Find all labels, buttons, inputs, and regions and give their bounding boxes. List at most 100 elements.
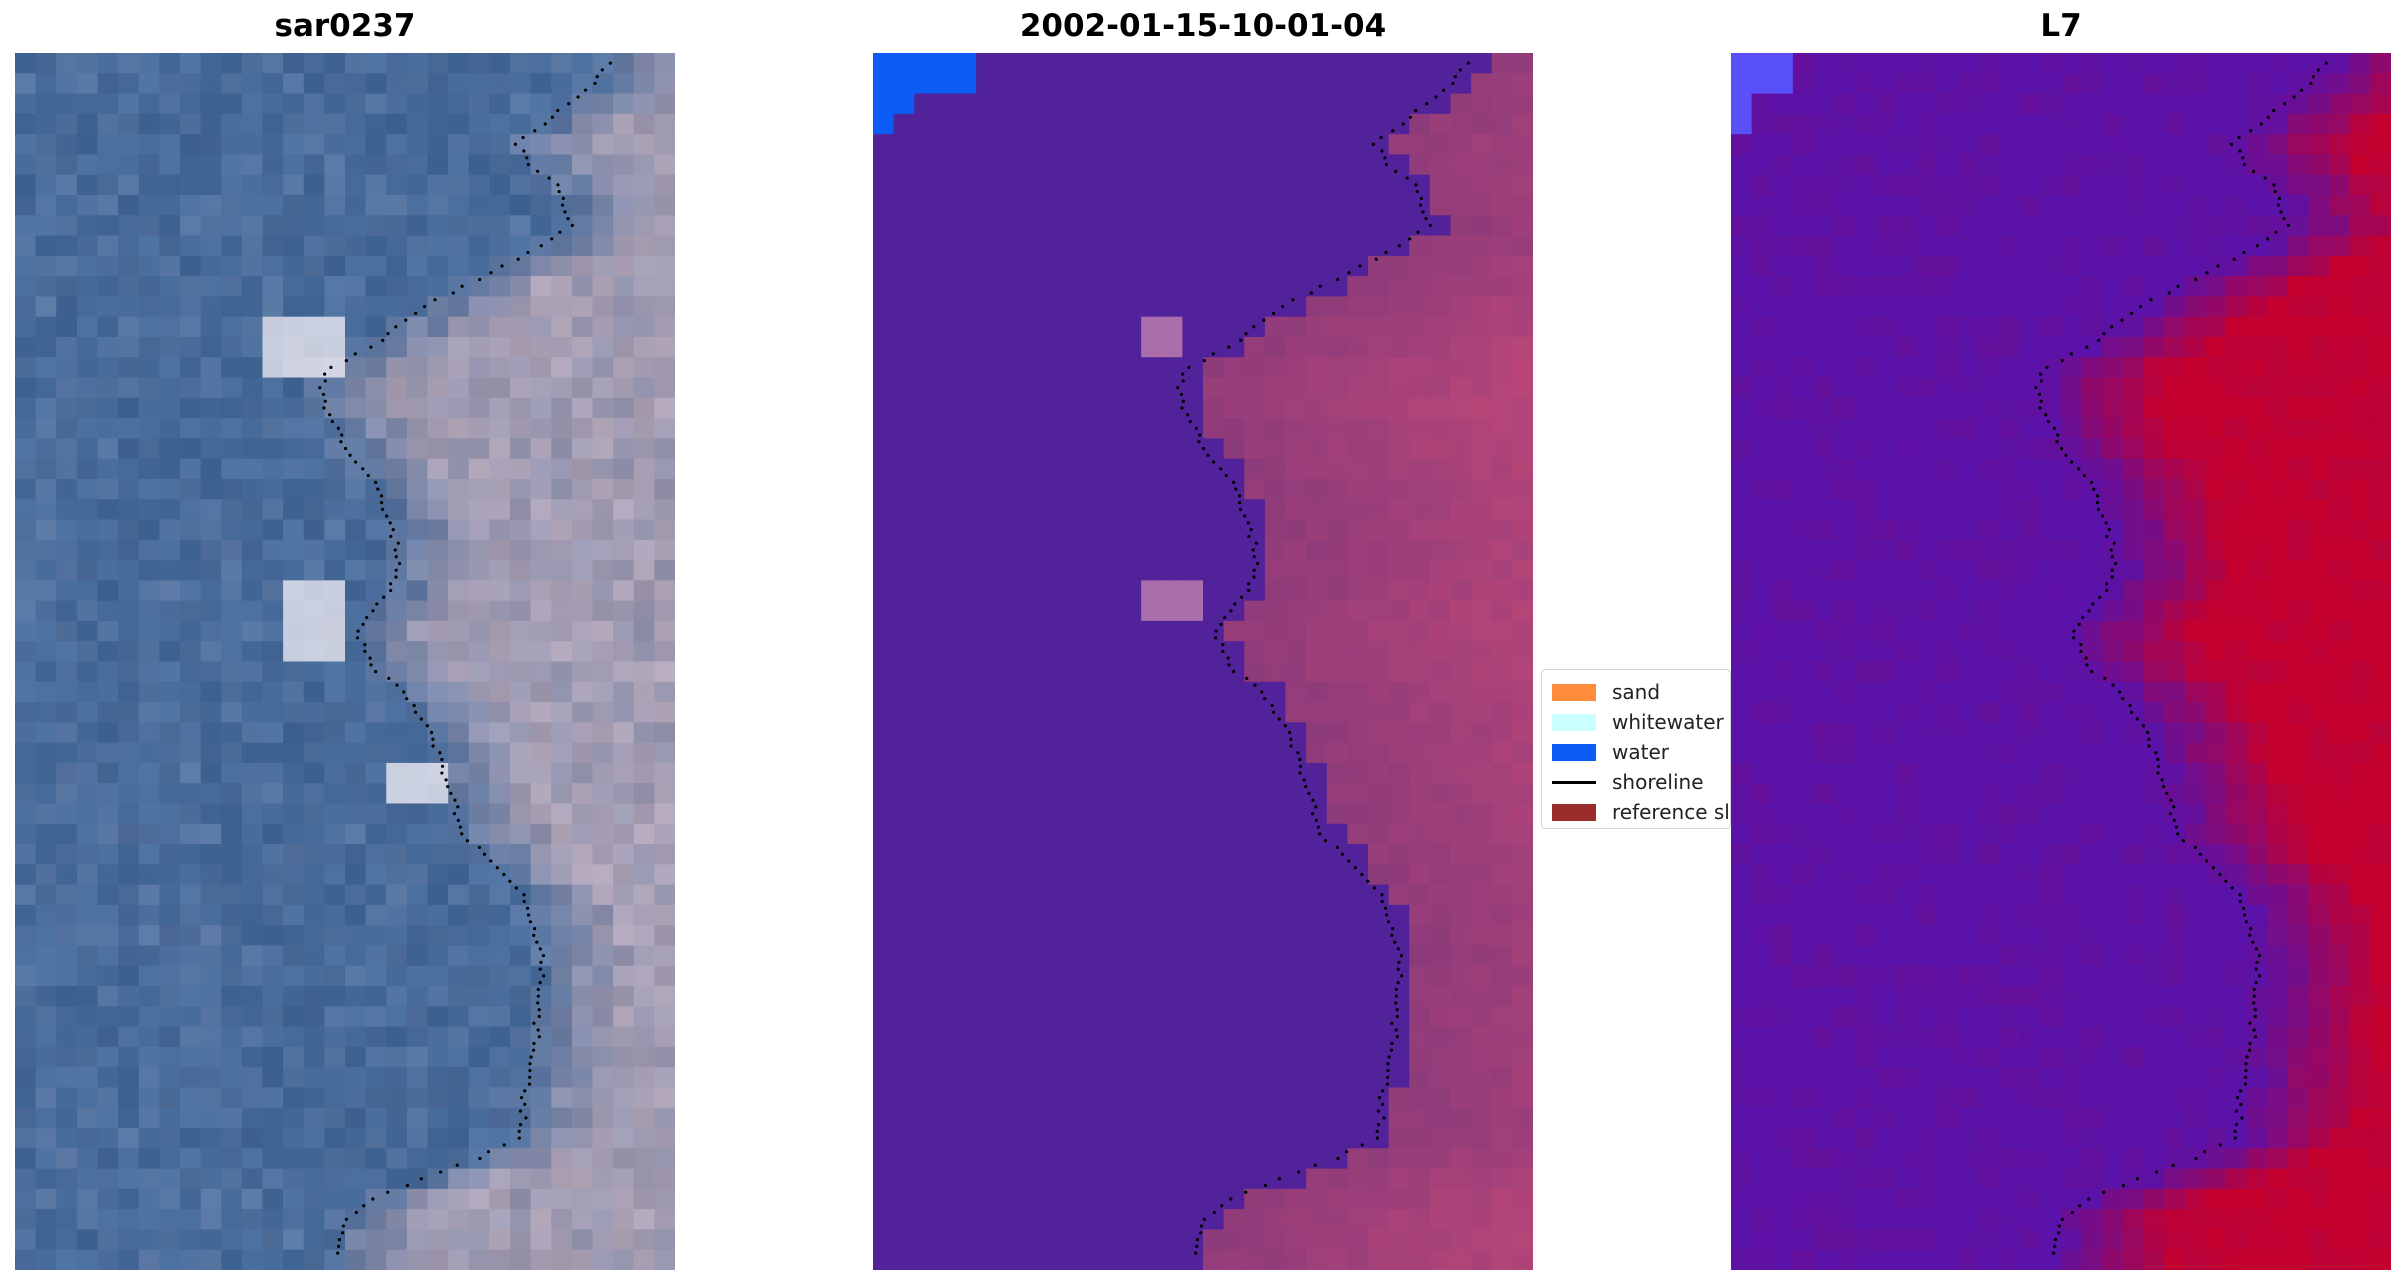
rgb-pixel	[241, 762, 264, 784]
rgb-pixel	[345, 925, 367, 947]
index-pixel	[2370, 53, 2391, 74]
rgb-pixel	[633, 478, 655, 500]
class-pixel	[873, 580, 895, 602]
rgb-pixel	[633, 418, 655, 439]
class-pixel	[976, 438, 998, 460]
class-pixel	[1491, 53, 1513, 74]
class-pixel	[1429, 1107, 1452, 1129]
rgb-pixel	[56, 702, 78, 723]
index-pixel	[1834, 113, 1856, 135]
class-pixel	[1450, 844, 1472, 865]
rgb-pixel	[654, 986, 675, 1007]
rgb-pixel	[283, 641, 305, 663]
class-pixel	[893, 925, 915, 947]
class-pixel	[1264, 458, 1287, 480]
class-pixel	[1182, 1067, 1204, 1089]
class-pixel	[1058, 1249, 1080, 1270]
rgb-pixel	[427, 1026, 449, 1048]
rgb-pixel	[489, 641, 511, 663]
rgb-pixel	[551, 904, 573, 926]
shoreline-point	[1287, 730, 1292, 735]
class-pixel	[1368, 1067, 1390, 1089]
rgb-pixel	[571, 1067, 594, 1089]
rgb-pixel	[571, 600, 594, 622]
rgb-pixel	[221, 904, 243, 926]
class-pixel	[1264, 1046, 1287, 1068]
shoreline-point	[1318, 832, 1322, 836]
index-pixel	[2019, 418, 2041, 439]
rgb-pixel	[551, 864, 573, 886]
rgb-pixel	[56, 377, 78, 399]
rgb-pixel	[241, 945, 264, 967]
index-pixel	[2143, 73, 2165, 95]
rgb-pixel	[200, 73, 222, 95]
rgb-pixel	[592, 661, 614, 683]
rgb-pixel	[138, 620, 160, 642]
rgb-pixel	[221, 418, 243, 439]
class-pixel	[1182, 397, 1204, 419]
rgb-pixel	[180, 235, 202, 257]
class-pixel	[1285, 986, 1307, 1007]
rgb-pixel	[262, 458, 284, 480]
index-pixel	[1875, 154, 1897, 176]
class-pixel	[1429, 458, 1452, 480]
class-pixel	[976, 803, 998, 825]
class-pixel	[1264, 904, 1287, 926]
rgb-pixel	[406, 722, 429, 744]
rgb-pixel	[571, 661, 594, 683]
class-pixel	[1161, 844, 1183, 865]
index-pixel	[1978, 194, 2000, 216]
class-pixel	[893, 844, 915, 865]
rgb-pixel	[76, 194, 99, 216]
class-pixel	[1079, 1148, 1101, 1170]
rgb-pixel	[386, 945, 408, 967]
class-pixel	[1368, 925, 1390, 947]
rgb-pixel	[345, 1249, 367, 1270]
index-pixel	[1875, 438, 1897, 460]
class-pixel	[1099, 53, 1122, 74]
index-pixel	[1978, 478, 2000, 500]
index-pixel	[1792, 539, 1815, 561]
class-pixel	[1203, 681, 1225, 703]
rgb-pixel	[386, 722, 408, 744]
index-pixel	[1896, 276, 1918, 297]
class-pixel	[1017, 560, 1039, 581]
class-pixel	[1038, 1148, 1060, 1170]
rgb-pixel	[221, 336, 243, 358]
index-pixel	[1731, 113, 1753, 135]
rgb-pixel	[241, 296, 264, 318]
class-pixel	[1347, 884, 1369, 906]
rgb-pixel	[35, 1188, 57, 1210]
class-pixel	[1182, 296, 1204, 318]
index-pixel	[2081, 194, 2103, 216]
index-pixel	[2349, 316, 2371, 338]
rgb-pixel	[530, 864, 552, 886]
class-pixel	[1017, 235, 1039, 257]
class-pixel	[1429, 154, 1452, 176]
class-pixel	[1285, 478, 1307, 500]
class-pixel	[976, 1128, 998, 1149]
class-pixel	[1285, 336, 1307, 358]
class-pixel	[1017, 1107, 1039, 1129]
rgb-pixel	[365, 620, 387, 642]
class-pixel	[1017, 1006, 1039, 1028]
class-pixel	[1058, 397, 1080, 419]
rgb-pixel	[56, 884, 78, 906]
rgb-pixel	[613, 904, 635, 926]
class-pixel	[1017, 1026, 1039, 1048]
rgb-pixel	[118, 1188, 140, 1210]
rgb-pixel	[613, 803, 635, 825]
rgb-pixel	[365, 235, 387, 257]
index-pixel	[1916, 519, 1938, 541]
rgb-pixel	[76, 53, 99, 74]
index-pixel	[2184, 215, 2206, 237]
rgb-pixel	[303, 681, 325, 703]
rgb-pixel	[592, 560, 614, 581]
shoreline-point	[532, 1041, 536, 1046]
class-pixel	[1099, 215, 1122, 237]
rgb-pixel	[76, 884, 99, 906]
rgb-pixel	[35, 641, 57, 663]
class-pixel	[1161, 1188, 1183, 1210]
shoreline-point	[1375, 1129, 1379, 1133]
rgb-pixel	[56, 519, 78, 541]
